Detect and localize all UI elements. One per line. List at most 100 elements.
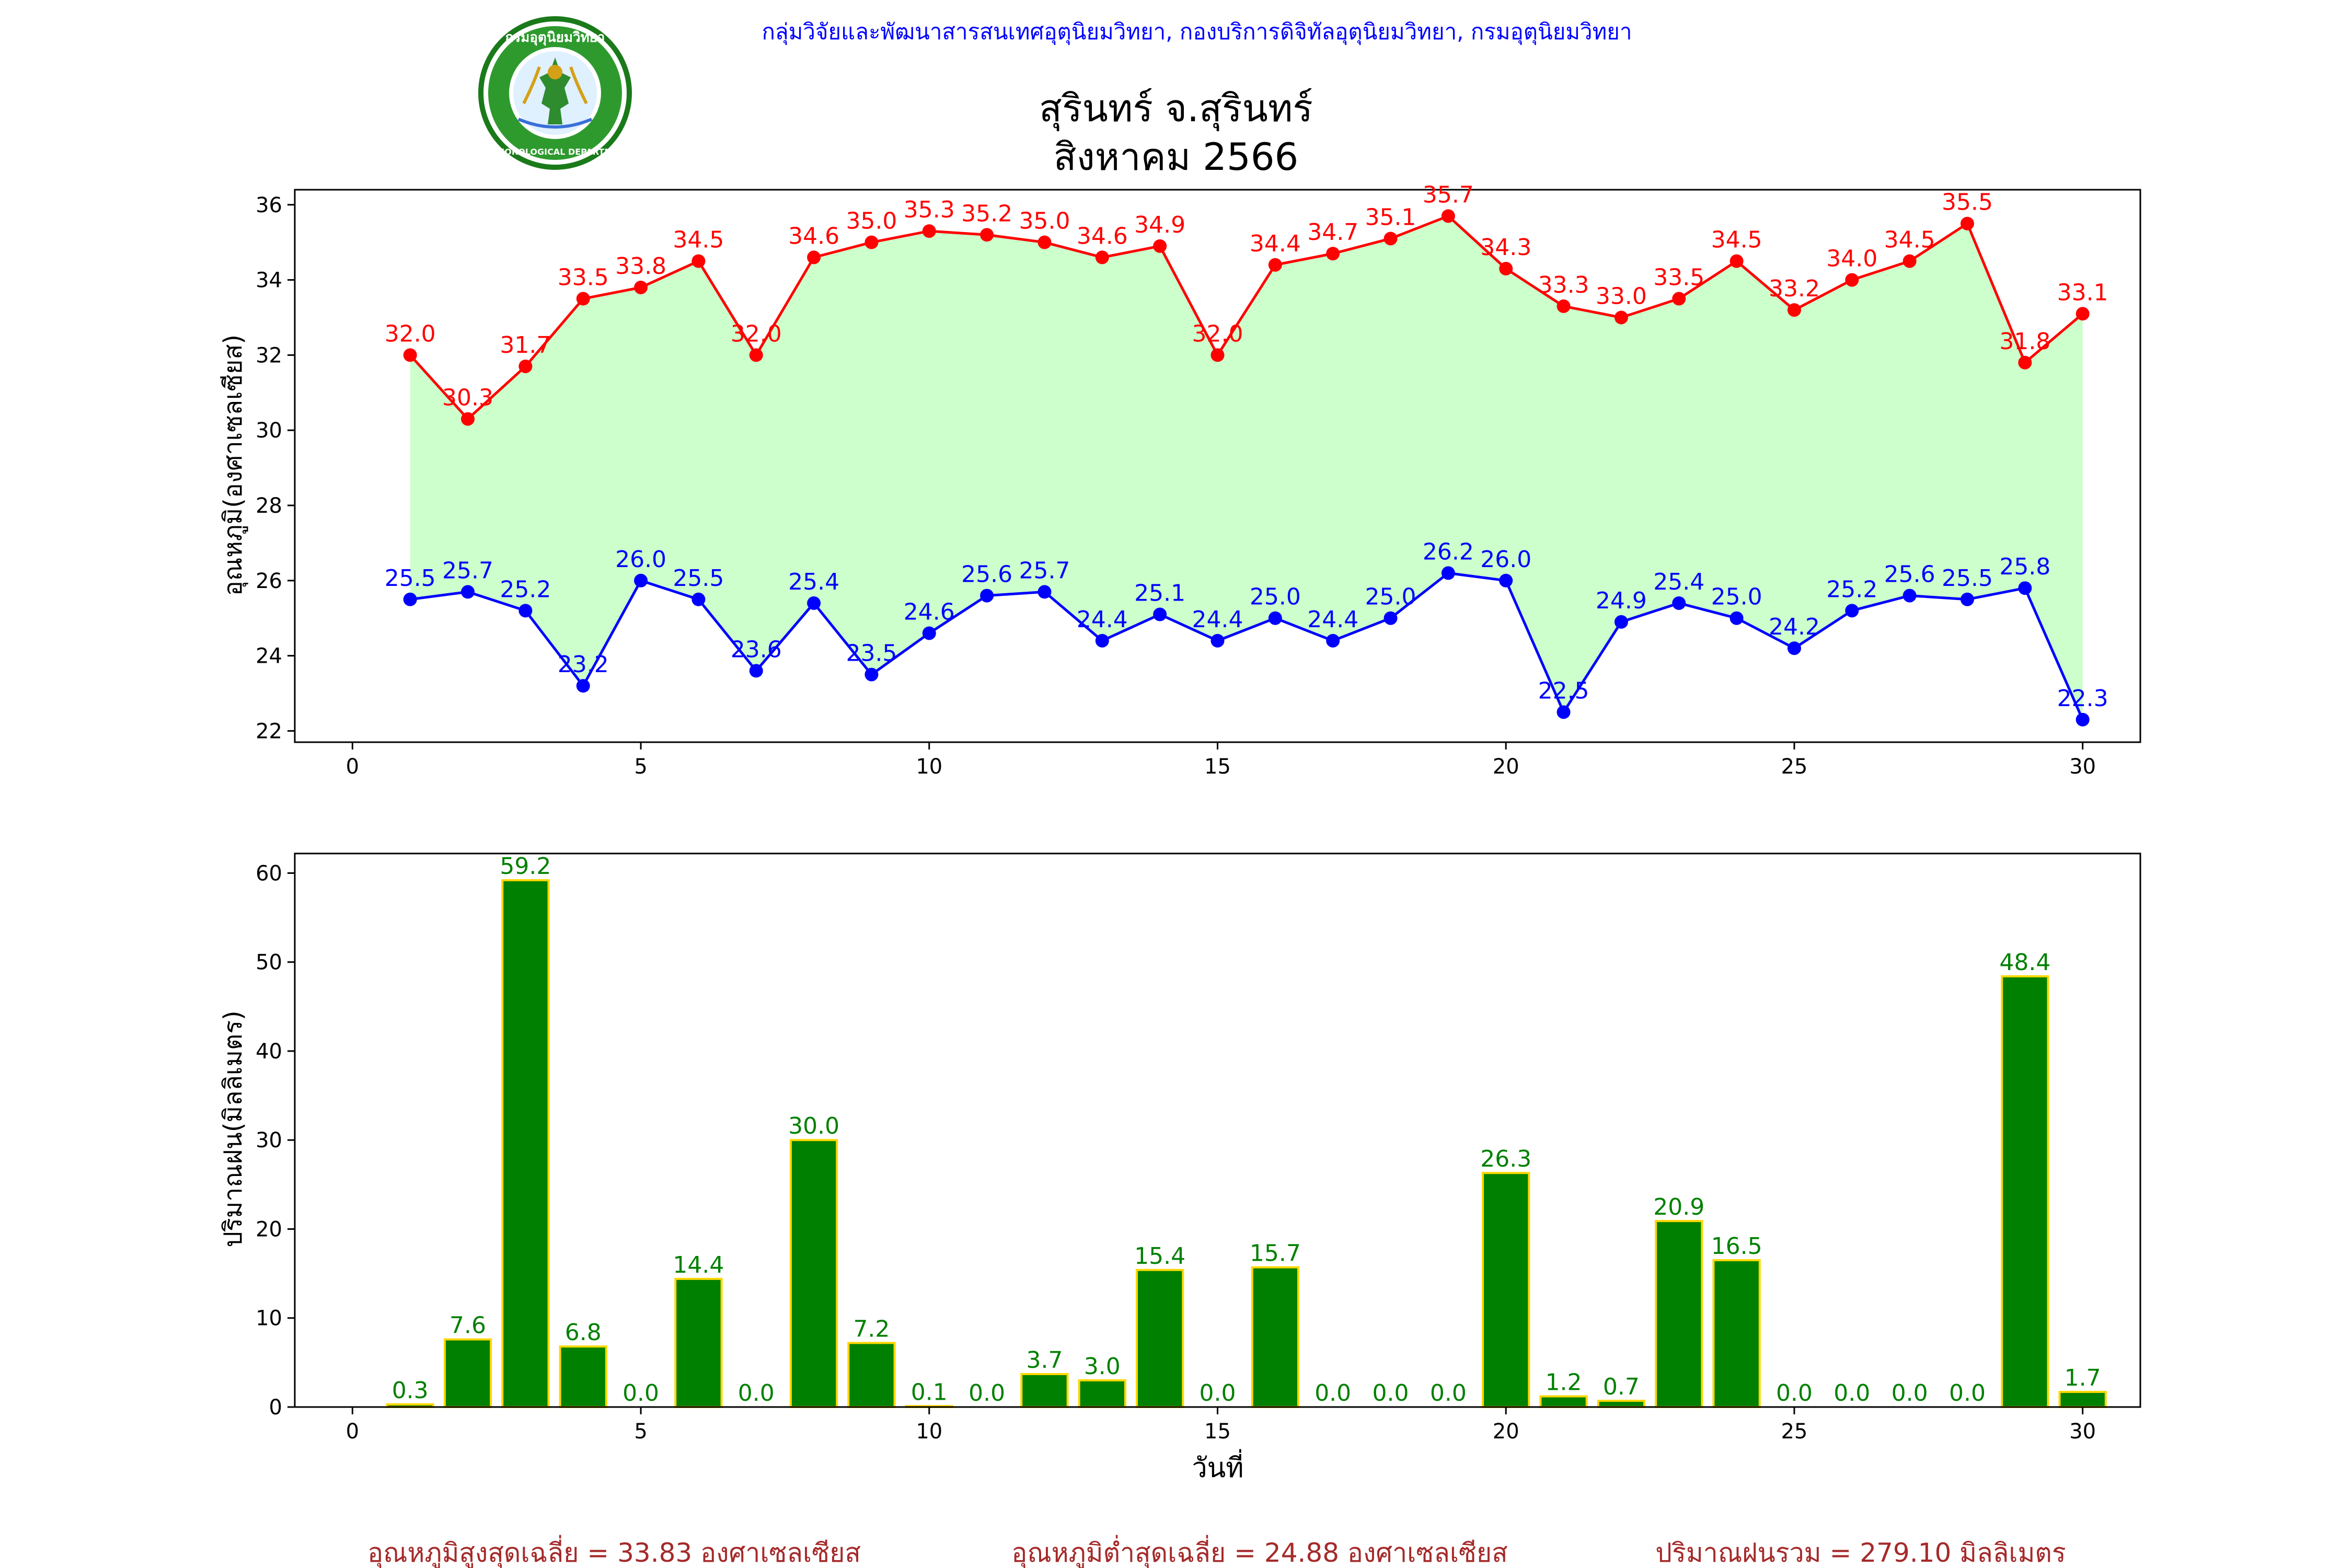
- max-temperature-point: [1441, 209, 1455, 223]
- temperature-range-fill: [410, 216, 2083, 720]
- rainfall-bar-label: 0.0: [1373, 1380, 1409, 1406]
- temperature-y-tick-label: 26: [256, 569, 282, 593]
- max-temperature-label: 32.0: [385, 320, 436, 347]
- max-temperature-label: 34.9: [1134, 212, 1185, 238]
- rainfall-bar-label: 6.8: [565, 1319, 602, 1346]
- max-temperature-label: 34.4: [1250, 230, 1301, 257]
- rainfall-bar-label: 48.4: [1999, 949, 2050, 976]
- min-temperature-point: [1960, 592, 1974, 606]
- min-temperature-label: 26.2: [1423, 538, 1474, 565]
- logo-text-bottom: METEOROLOGICAL DEPARTMENT: [479, 147, 631, 157]
- min-temperature-point: [1787, 641, 1801, 655]
- min-temperature-label: 24.4: [1307, 606, 1358, 633]
- max-temperature-point: [1614, 310, 1628, 325]
- rainfall-bar-label: 15.7: [1250, 1240, 1301, 1267]
- min-temperature-label: 24.6: [904, 598, 955, 625]
- rainfall-y-label: ปริมาณฝน(มิลลิเมตร): [218, 1010, 248, 1247]
- rainfall-bar: [1020, 1373, 1069, 1409]
- temperature-y-tick-label: 36: [256, 193, 282, 217]
- max-temperature-label: 34.5: [673, 227, 724, 253]
- rainfall-chart: 0 5 10 15 20 25 30 0 10 20 30 40 50 60 0.3 7.6 59.2 6.8…: [218, 852, 2141, 1484]
- max-temperature-point: [1095, 250, 1109, 264]
- max-temperature-point: [922, 224, 936, 238]
- min-temperature-point: [1037, 585, 1052, 599]
- max-temperature-label: 33.1: [2057, 279, 2108, 306]
- min-temperature-label: 24.4: [1192, 606, 1243, 633]
- max-temperature-point: [2076, 307, 2090, 321]
- max-temperature-point: [691, 254, 706, 268]
- min-temperature-label: 25.7: [1019, 557, 1070, 584]
- rainfall-bar: [1078, 1379, 1126, 1409]
- max-temperature-point: [1499, 262, 1513, 275]
- temperature-y-tick-label: 32: [256, 343, 282, 367]
- rainfall-bar-label: 0.0: [1430, 1380, 1467, 1406]
- max-temperature-point: [403, 348, 417, 362]
- rainfall-y-tick-label: 40: [256, 1040, 282, 1064]
- rainfall-bar: [2001, 975, 2049, 1408]
- rainfall-y-tick-label: 30: [256, 1128, 282, 1152]
- rainfall-bar: [847, 1342, 896, 1409]
- rainfall-bar: [1655, 1220, 1703, 1408]
- temperature-x-tick-label: 10: [916, 755, 942, 779]
- max-temperature-label: 34.5: [1884, 227, 1935, 253]
- rainfall-x-tick-label: 5: [634, 1420, 647, 1444]
- temperature-y-axis: 22 24 26 28 30 32 34 36: [256, 193, 295, 743]
- min-temperature-point: [980, 589, 994, 603]
- max-temperature-label: 34.0: [1826, 246, 1877, 272]
- min-temperature-label: 25.4: [1653, 569, 1704, 595]
- min-temperature-point: [403, 592, 417, 606]
- temperature-y-tick-label: 24: [256, 644, 282, 668]
- min-temperature-point: [1499, 573, 1513, 587]
- rainfall-bar-label: 0.7: [1603, 1374, 1640, 1400]
- max-temperature-point: [1557, 299, 1571, 313]
- max-temperature-point: [980, 228, 994, 242]
- rainfall-x-tick-label: 10: [916, 1420, 942, 1444]
- rainfall-bar: [443, 1338, 492, 1408]
- max-temperature-point: [461, 412, 475, 426]
- temperature-chart: 0 5 10 15 20 25 30 22 24 26 28 30 32 34 36 32.0 30.3 31…: [218, 181, 2141, 779]
- max-temperature-label: 35.0: [846, 208, 897, 235]
- max-temperature-label: 34.7: [1307, 219, 1358, 246]
- min-temperature-label: 25.2: [500, 576, 551, 603]
- min-temperature-point: [1903, 589, 1917, 603]
- min-temperature-point: [749, 664, 763, 678]
- rainfall-x-tick-label: 30: [2069, 1420, 2096, 1444]
- rainfall-x-tick-label: 15: [1204, 1420, 1231, 1444]
- temperature-y-tick-label: 22: [256, 719, 282, 743]
- min-temperature-label: 25.5: [673, 565, 724, 592]
- min-temperature-point: [807, 596, 821, 610]
- max-temperature-point: [1672, 292, 1686, 306]
- rainfall-bar: [1482, 1172, 1530, 1408]
- max-temperature-point: [1326, 247, 1340, 261]
- max-temperature-label: 35.7: [1423, 181, 1474, 208]
- min-temperature-label: 23.6: [731, 636, 782, 663]
- max-temperature-point: [1210, 348, 1225, 362]
- rainfall-bar-label: 16.5: [1711, 1233, 1762, 1260]
- rainfall-bar-label: 20.9: [1653, 1194, 1704, 1220]
- rainfall-x-tick-label: 0: [346, 1420, 359, 1444]
- rainfall-y-axis: 0 10 20 30 40 50 60: [256, 861, 295, 1420]
- rainfall-bars: [386, 879, 2107, 1409]
- rainfall-bar: [1251, 1266, 1299, 1408]
- department-line: กลุ่มวิจัยและพัฒนาสารสนเทศอุตุนิยมวิทยา,…: [762, 19, 1632, 45]
- min-temperature-label: 23.2: [558, 651, 609, 678]
- min-temperature-point: [518, 604, 533, 618]
- max-temperature-label: 35.5: [1942, 189, 1993, 216]
- min-temperature-point: [461, 585, 475, 599]
- min-temperature-point: [864, 667, 879, 682]
- rainfall-y-tick-label: 10: [256, 1307, 282, 1331]
- min-temperature-label: 24.2: [1769, 614, 1820, 640]
- min-temperature-point: [691, 592, 706, 606]
- temperature-y-tick-label: 28: [256, 494, 282, 518]
- rainfall-bar: [789, 1139, 838, 1408]
- rainfall-bar-label: 15.4: [1134, 1243, 1185, 1270]
- min-temperature-point: [1210, 633, 1225, 648]
- rainfall-bar-label: 0.0: [1776, 1380, 1813, 1406]
- footer-average-min: อุณหภูมิต่ำสุดเฉลี่ย = 24.88 องศาเซลเซีย…: [1011, 1535, 1507, 1568]
- min-temperature-point: [1095, 633, 1109, 648]
- max-temperature-label: 35.2: [961, 200, 1012, 227]
- min-temperature-label: 25.0: [1365, 584, 1416, 610]
- temperature-x-tick-label: 30: [2069, 755, 2096, 779]
- rainfall-y-tick-label: 0: [269, 1396, 282, 1420]
